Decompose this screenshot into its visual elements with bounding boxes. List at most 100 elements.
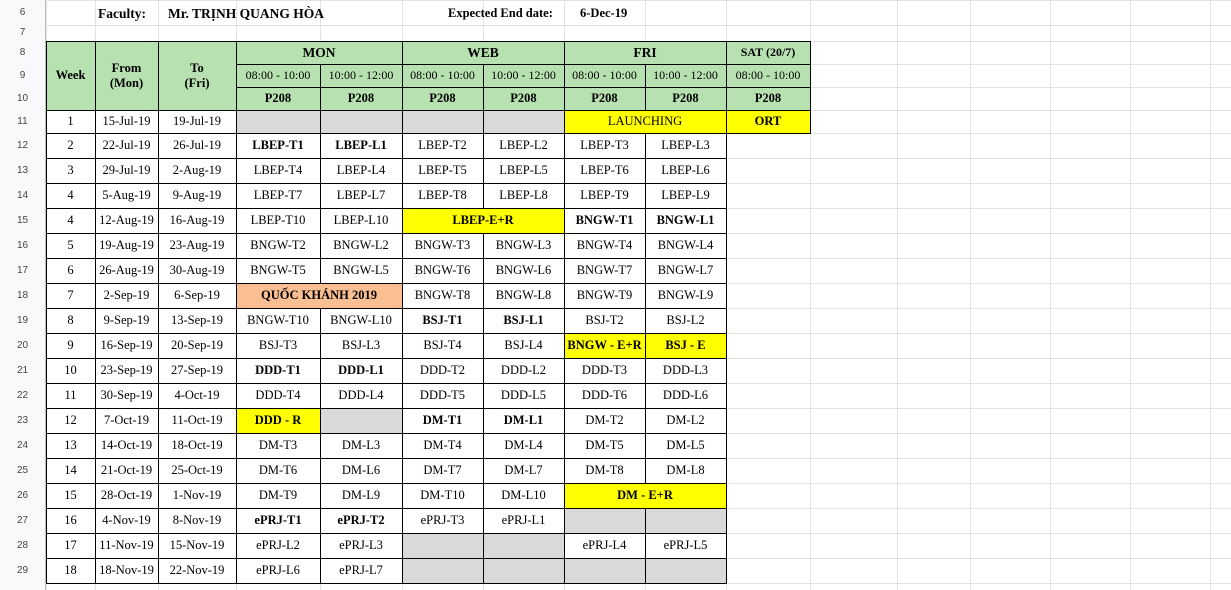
- schedule-cell[interactable]: LBEP-L7: [319, 182, 403, 209]
- week-cell[interactable]: 16: [45, 507, 96, 534]
- schedule-cell[interactable]: DDD-T2: [401, 357, 484, 384]
- schedule-cell[interactable]: BNGW-L3: [482, 232, 565, 259]
- schedule-cell[interactable]: [563, 507, 646, 534]
- schedule-cell[interactable]: BNGW-L10: [319, 307, 403, 334]
- from-date-cell[interactable]: 4-Nov-19: [94, 507, 159, 534]
- week-cell[interactable]: 3: [45, 157, 96, 184]
- row-number[interactable]: 27: [16, 514, 29, 526]
- schedule-cell[interactable]: BSJ-T4: [401, 332, 484, 359]
- row-number[interactable]: 24: [16, 439, 29, 451]
- schedule-cell[interactable]: DM-T10: [401, 482, 484, 509]
- schedule-cell[interactable]: [401, 557, 484, 584]
- from-date-cell[interactable]: 22-Jul-19: [94, 132, 159, 159]
- schedule-cell[interactable]: DM-L5: [644, 432, 727, 459]
- week-cell[interactable]: 6: [45, 257, 96, 284]
- schedule-cell[interactable]: LBEP-L6: [644, 157, 727, 184]
- row-number[interactable]: 21: [16, 364, 29, 376]
- schedule-cell[interactable]: DM-L2: [644, 407, 727, 434]
- schedule-cell[interactable]: DM-L8: [644, 457, 727, 484]
- schedule-cell[interactable]: LBEP-L10: [319, 207, 403, 234]
- schedule-cell[interactable]: DDD - R: [235, 407, 321, 434]
- header-room[interactable]: P208: [644, 86, 727, 111]
- header-week[interactable]: Week: [45, 40, 96, 111]
- row-number[interactable]: 28: [16, 539, 29, 551]
- row-number[interactable]: 8: [19, 46, 26, 58]
- schedule-cell[interactable]: ePRJ-T3: [401, 507, 484, 534]
- to-date-cell[interactable]: 2-Aug-19: [157, 157, 237, 184]
- schedule-cell[interactable]: DDD-L3: [644, 357, 727, 384]
- week-cell[interactable]: 13: [45, 432, 96, 459]
- schedule-cell[interactable]: LBEP-E+R: [401, 207, 565, 234]
- schedule-cell[interactable]: LBEP-T4: [235, 157, 321, 184]
- schedule-cell[interactable]: LBEP-T2: [401, 132, 484, 159]
- to-date-cell[interactable]: 13-Sep-19: [157, 307, 237, 334]
- week-cell[interactable]: 11: [45, 382, 96, 409]
- to-date-cell[interactable]: 8-Nov-19: [157, 507, 237, 534]
- schedule-cell[interactable]: ePRJ-L4: [563, 532, 646, 559]
- schedule-cell[interactable]: ePRJ-T2: [319, 507, 403, 534]
- schedule-cell[interactable]: BNGW-L2: [319, 232, 403, 259]
- schedule-cell[interactable]: DDD-T4: [235, 382, 321, 409]
- schedule-cell[interactable]: LBEP-L4: [319, 157, 403, 184]
- header-time-slot[interactable]: 08:00 - 10:00: [235, 63, 321, 88]
- to-date-cell[interactable]: 22-Nov-19: [157, 557, 237, 584]
- schedule-cell[interactable]: BNGW - E+R: [563, 332, 646, 359]
- week-cell[interactable]: 4: [45, 207, 96, 234]
- schedule-cell[interactable]: [482, 557, 565, 584]
- schedule-cell[interactable]: [235, 109, 321, 134]
- from-date-cell[interactable]: 9-Sep-19: [94, 307, 159, 334]
- header-room[interactable]: P208: [401, 86, 484, 111]
- schedule-cell[interactable]: DDD-L2: [482, 357, 565, 384]
- schedule-cell[interactable]: BNGW-T10: [235, 307, 321, 334]
- schedule-cell[interactable]: DDD-T3: [563, 357, 646, 384]
- schedule-cell[interactable]: DM-L1: [482, 407, 565, 434]
- schedule-cell[interactable]: BNGW-L7: [644, 257, 727, 284]
- from-date-cell[interactable]: 19-Aug-19: [94, 232, 159, 259]
- schedule-cell[interactable]: DM-T6: [235, 457, 321, 484]
- from-date-cell[interactable]: 7-Oct-19: [94, 407, 159, 434]
- schedule-cell[interactable]: [401, 109, 484, 134]
- schedule-cell[interactable]: DM-L10: [482, 482, 565, 509]
- week-cell[interactable]: 12: [45, 407, 96, 434]
- schedule-cell[interactable]: BNGW-T4: [563, 232, 646, 259]
- schedule-cell[interactable]: LBEP-L9: [644, 182, 727, 209]
- schedule-cell[interactable]: [563, 557, 646, 584]
- schedule-cell[interactable]: [644, 557, 727, 584]
- schedule-cell[interactable]: DM-L3: [319, 432, 403, 459]
- schedule-cell[interactable]: LBEP-L1: [319, 132, 403, 159]
- schedule-cell[interactable]: BNGW-L9: [644, 282, 727, 309]
- schedule-cell[interactable]: [644, 507, 727, 534]
- row-number[interactable]: 17: [16, 264, 29, 276]
- schedule-cell[interactable]: DDD-T1: [235, 357, 321, 384]
- schedule-cell[interactable]: DM-T5: [563, 432, 646, 459]
- row-number[interactable]: 23: [16, 414, 29, 426]
- to-date-cell[interactable]: 11-Oct-19: [157, 407, 237, 434]
- row-number[interactable]: 14: [16, 189, 29, 201]
- from-date-cell[interactable]: 30-Sep-19: [94, 382, 159, 409]
- to-date-cell[interactable]: 30-Aug-19: [157, 257, 237, 284]
- schedule-cell[interactable]: [482, 109, 565, 134]
- header-day[interactable]: FRI: [563, 40, 727, 65]
- schedule-cell[interactable]: LBEP-T9: [563, 182, 646, 209]
- header-time-slot[interactable]: 08:00 - 10:00: [401, 63, 484, 88]
- schedule-cell[interactable]: BSJ-L2: [644, 307, 727, 334]
- from-date-cell[interactable]: 23-Sep-19: [94, 357, 159, 384]
- schedule-cell[interactable]: ePRJ-L1: [482, 507, 565, 534]
- schedule-cell[interactable]: DDD-L5: [482, 382, 565, 409]
- week-cell[interactable]: 2: [45, 132, 96, 159]
- schedule-cell[interactable]: ePRJ-L7: [319, 557, 403, 584]
- header-room[interactable]: P208: [725, 86, 811, 111]
- schedule-cell[interactable]: LBEP-L5: [482, 157, 565, 184]
- schedule-cell[interactable]: LBEP-T10: [235, 207, 321, 234]
- schedule-cell[interactable]: BNGW-T1: [563, 207, 646, 234]
- header-day[interactable]: WEB: [401, 40, 565, 65]
- row-number[interactable]: 22: [16, 389, 29, 401]
- schedule-cell[interactable]: DM-T2: [563, 407, 646, 434]
- row-number[interactable]: 18: [16, 289, 29, 301]
- schedule-cell[interactable]: DM-L4: [482, 432, 565, 459]
- row-number[interactable]: 9: [19, 69, 26, 81]
- header-day[interactable]: SAT (20/7): [725, 40, 811, 65]
- schedule-cell[interactable]: LBEP-T3: [563, 132, 646, 159]
- to-date-cell[interactable]: 19-Jul-19: [157, 109, 237, 134]
- schedule-cell[interactable]: LBEP-L3: [644, 132, 727, 159]
